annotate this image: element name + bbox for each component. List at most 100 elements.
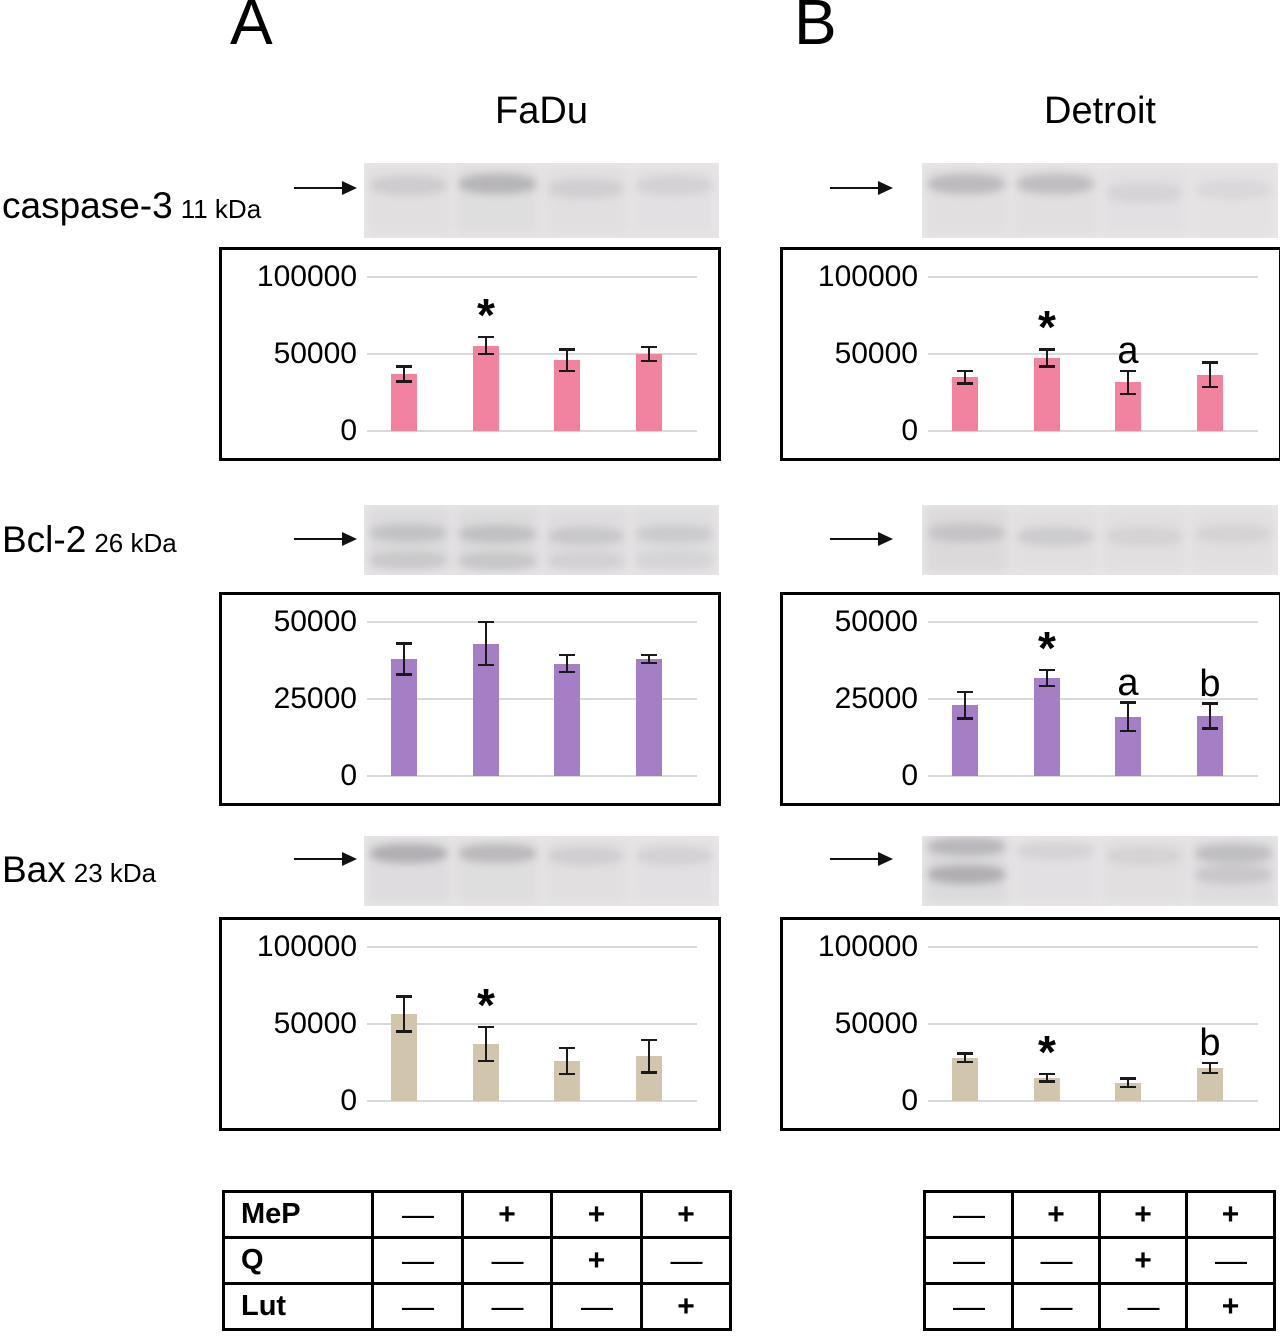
blot-band: [1106, 183, 1183, 203]
treatment-row-Q: — — + —: [923, 1236, 1276, 1285]
arrow-head: [342, 532, 357, 546]
error-bar-cap: [1202, 361, 1218, 364]
bar: [391, 374, 417, 431]
western-blot-B-bcl-2: [922, 505, 1278, 575]
treatment-minus: —: [640, 1236, 732, 1285]
blot-band: [928, 837, 1005, 856]
arrow-shaft: [830, 186, 880, 190]
treatment-minus: —: [371, 1190, 464, 1239]
blot-band: [547, 178, 625, 199]
error-bar: [1126, 702, 1130, 732]
blot-lane: [925, 507, 1008, 573]
bar: [952, 377, 978, 431]
treatment-row-MeP: MeP — + + +: [222, 1190, 732, 1239]
blot-lane: [455, 165, 539, 236]
blot-band: [370, 175, 447, 196]
treatment-minus: —: [1098, 1282, 1188, 1331]
y-axis-tick-label: 0: [901, 414, 918, 447]
arrow-head: [878, 181, 893, 195]
blot-lane: [925, 838, 1008, 904]
blot-band: [928, 865, 1005, 884]
error-bar-cap: [641, 345, 657, 349]
blot-band: [370, 844, 447, 863]
blot-band: [1017, 174, 1094, 194]
treatment-label: MeP: [222, 1190, 374, 1239]
y-axis-tick-label: 25000: [834, 682, 918, 715]
error-bar-cap: [559, 670, 575, 674]
arrow-shaft: [830, 857, 880, 861]
protein-label-bcl-2: Bcl-2 26 kDa: [2, 519, 177, 561]
significance-asterisk: *: [1038, 622, 1056, 675]
arrow-shaft: [294, 857, 344, 861]
error-bar-cap: [559, 348, 575, 351]
blot-lane: [1014, 507, 1097, 573]
treatment-minus: —: [1011, 1236, 1101, 1285]
blot-band: [458, 174, 536, 194]
treatment-plus: +: [1185, 1282, 1276, 1331]
treatment-plus: +: [550, 1190, 643, 1239]
error-bar: [1045, 670, 1049, 687]
y-axis-tick-label: 100000: [256, 260, 357, 293]
arrow-shaft: [830, 537, 880, 541]
gridline: [928, 775, 1258, 777]
blot-lane: [367, 165, 450, 236]
error-bar: [1208, 1062, 1212, 1073]
y-axis-tick-label: 0: [340, 759, 357, 792]
error-bar: [647, 347, 651, 361]
protein-name: caspase-3: [2, 185, 173, 226]
blot-band: [458, 844, 536, 863]
treatment-plus: +: [1098, 1190, 1188, 1239]
significance-letter-b: b: [1199, 1021, 1221, 1064]
treatment-minus: —: [923, 1190, 1014, 1239]
treatment-label: Q: [222, 1236, 374, 1285]
bar: [1034, 678, 1060, 776]
error-bar-cap: [396, 1030, 412, 1033]
protein-mass: 26 kDa: [94, 528, 177, 558]
error-bar-cap: [559, 1046, 575, 1050]
error-bar-cap: [559, 653, 575, 657]
error-bar-cap: [1039, 348, 1055, 351]
y-axis-tick-label: 50000: [834, 337, 918, 370]
chart-fadu-bcl-2: 0 25000 50000: [219, 592, 721, 806]
error-bar-cap: [396, 380, 412, 383]
gridline: [367, 698, 697, 700]
error-bar-cap: [1120, 701, 1136, 704]
chart-detroit-caspase-3: 0 50000 100000 * a: [780, 247, 1280, 461]
chart-fadu-bax: 0 50000 100000 *: [219, 917, 721, 1131]
y-axis-tick-label: 100000: [817, 930, 918, 963]
blot-band: [928, 174, 1005, 194]
significance-asterisk: *: [1038, 301, 1056, 354]
blot-band: [1195, 865, 1272, 884]
error-bar-cap: [641, 1071, 657, 1074]
blot-band: [636, 525, 713, 544]
error-bar-cap: [957, 690, 973, 694]
blot-band: [458, 525, 536, 544]
gridline: [367, 1023, 697, 1025]
error-bar-cap: [957, 369, 973, 373]
error-bar-cap: [396, 673, 412, 676]
blot-arrow-icon: [294, 181, 358, 195]
treatment-minus: —: [371, 1236, 464, 1285]
blot-band: [370, 523, 447, 543]
error-bar-cap: [957, 381, 973, 385]
gridline: [367, 353, 697, 355]
blot-lane: [1103, 165, 1186, 236]
error-bar-cap: [559, 1072, 575, 1076]
error-bar: [1208, 362, 1212, 388]
blot-lane: [1103, 507, 1186, 573]
error-bar-cap: [478, 1025, 494, 1029]
bar: [554, 663, 580, 776]
blot-band: [1017, 842, 1094, 861]
blot-lane: [925, 165, 1008, 236]
arrow-head: [878, 852, 893, 866]
western-blot-B-bax: [922, 836, 1278, 906]
treatment-minus: —: [1185, 1236, 1276, 1285]
error-bar-cap: [478, 663, 494, 667]
chart-detroit-bax: 0 50000 100000 * b: [780, 917, 1280, 1131]
blot-band: [547, 526, 625, 545]
chart-fadu-caspase-3: 0 50000 100000 *: [219, 247, 721, 461]
error-bar-cap: [559, 369, 575, 373]
error-bar-cap: [1202, 1071, 1218, 1075]
cell-line-label-detroit: Detroit: [1044, 90, 1156, 132]
treatment-minus: —: [923, 1236, 1014, 1285]
